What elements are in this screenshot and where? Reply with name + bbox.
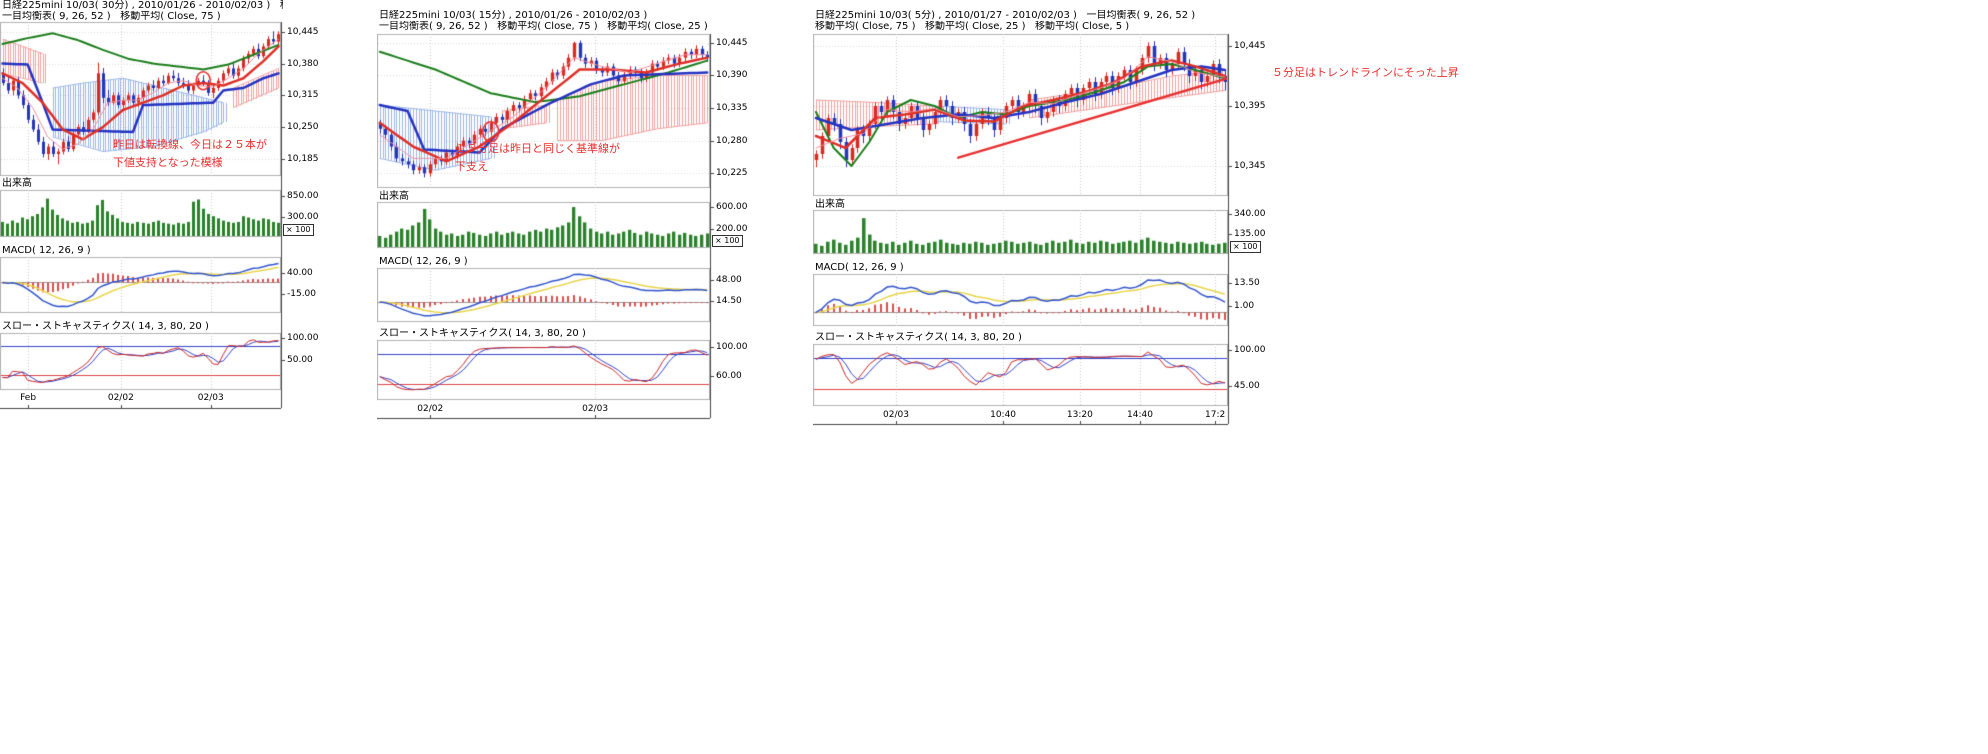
- volume-section-label: 出来高: [379, 191, 409, 202]
- macd-tick-label: 13.50: [1234, 278, 1260, 289]
- volume-tick-label: 300.00: [287, 212, 319, 223]
- chart-title: 日経225mini 10/03( 30分) , 2010/01/26 - 201…: [2, 0, 283, 11]
- stoch-tick-label: 100.00: [1234, 345, 1266, 356]
- volume-section-label: 出来高: [2, 178, 32, 189]
- macd-tick-label: 14.50: [716, 296, 742, 307]
- stoch-tick-label: 45.00: [1234, 381, 1260, 392]
- chart-title: 日経225mini 10/03( 5分) , 2010/01/27 - 2010…: [815, 10, 1196, 21]
- x-axis-label: 02/03: [582, 404, 609, 414]
- indicator-legend: 移動平均( Close, 75 ) 移動平均( Close, 25 ) 移動平均…: [815, 21, 1130, 32]
- indicator-legend: 一目均衡表( 9, 26, 52 ) 移動平均( Close, 75 ): [2, 11, 221, 22]
- price-tick-label: 10,225: [716, 168, 748, 179]
- volume-tick-label: 850.00: [287, 191, 319, 202]
- analyst-annotation: １５分足は昨日と同じく基準線が 下支え: [455, 140, 620, 175]
- analyst-annotation-side: ５分足はトレンドラインにそった上昇: [1272, 66, 1459, 79]
- price-tick-label: 10,335: [716, 103, 748, 114]
- macd-tick-label: -15.00: [287, 288, 317, 299]
- macd-section-label: MACD( 12, 26, 9 ): [2, 245, 91, 256]
- volume-section-label: 出来高: [815, 199, 845, 210]
- x-axis-label: 02/03: [197, 393, 224, 403]
- x-axis-label: Feb: [20, 393, 37, 403]
- stoch-section-label: スロー・ストキャスティクス( 14, 3, 80, 20 ): [2, 321, 209, 332]
- indicator-legend: 一目均衡表( 9, 26, 52 ) 移動平均( Close, 75 ) 移動平…: [379, 21, 708, 32]
- chart-canvas-5min[interactable]: [813, 8, 1271, 426]
- volume-tick-label: 200.00: [716, 223, 748, 234]
- price-tick-label: 10,185: [287, 153, 319, 164]
- stoch-section-label: スロー・ストキャスティクス( 14, 3, 80, 20 ): [815, 332, 1022, 343]
- price-tick-label: 10,280: [716, 135, 748, 146]
- chart-title: 日経225mini 10/03( 15分) , 2010/01/26 - 201…: [379, 10, 648, 21]
- x-axis-label: 17:2: [1205, 410, 1226, 420]
- annotation-line: 下支え: [455, 159, 488, 173]
- annotation-line: １５分足は昨日と同じく基準線が: [455, 142, 620, 155]
- chart-canvas-15min[interactable]: [377, 8, 747, 422]
- x-axis-label: 13:20: [1066, 410, 1093, 420]
- stoch-tick-label: 100.00: [287, 332, 319, 343]
- x-axis-label: 02/02: [417, 404, 444, 414]
- price-tick-label: 10,315: [287, 90, 319, 101]
- x-axis-label: 02/03: [883, 410, 909, 420]
- macd-tick-label: 40.00: [287, 267, 313, 278]
- price-tick-label: 10,390: [716, 70, 748, 81]
- chart-panel-5min: 日経225mini 10/03( 5分) , 2010/01/27 - 2010…: [813, 8, 1271, 426]
- macd-section-label: MACD( 12, 26, 9 ): [815, 262, 904, 273]
- macd-section-label: MACD( 12, 26, 9 ): [379, 256, 468, 267]
- macd-tick-label: 48.00: [716, 274, 742, 285]
- x-axis-label: 02/02: [107, 393, 134, 403]
- volume-multiplier-badge: × 100: [283, 224, 314, 236]
- annotation-line: 下値支持となった模様: [113, 155, 223, 169]
- volume-tick-label: 340.00: [1234, 209, 1266, 220]
- price-tick-label: 10,395: [1234, 101, 1266, 111]
- price-tick-label: 10,445: [1234, 41, 1266, 51]
- macd-tick-label: 1.00: [1234, 301, 1255, 312]
- analyst-annotation: 昨日は転換線、今日は２５本が 下値支持となった模様: [113, 136, 267, 171]
- volume-tick-label: 600.00: [716, 201, 748, 212]
- volume-multiplier-badge: × 100: [712, 235, 743, 247]
- chart-panel-15min: 日経225mini 10/03( 15分) , 2010/01/26 - 201…: [377, 8, 748, 422]
- stoch-tick-label: 60.00: [716, 371, 742, 381]
- stoch-section-label: スロー・ストキャスティクス( 14, 3, 80, 20 ): [379, 328, 586, 339]
- price-tick-label: 10,345: [1234, 161, 1266, 171]
- x-axis-label: 10:40: [990, 410, 1017, 420]
- volume-tick-label: 135.00: [1234, 229, 1266, 240]
- stoch-tick-label: 100.00: [716, 342, 748, 353]
- annotation-line: 昨日は転換線、今日は２５本が: [113, 138, 267, 151]
- volume-multiplier-badge: × 100: [1230, 241, 1261, 253]
- price-tick-label: 10,445: [716, 37, 748, 48]
- x-axis-label: 14:40: [1127, 410, 1153, 420]
- price-tick-label: 10,380: [287, 58, 319, 69]
- chart-canvas-30min[interactable]: [0, 0, 318, 410]
- price-tick-label: 10,445: [287, 26, 319, 37]
- chart-panel-30min: 日経225mini 10/03( 30分) , 2010/01/26 - 201…: [0, 0, 319, 410]
- price-tick-label: 10,250: [287, 122, 319, 133]
- stoch-tick-label: 50.00: [287, 355, 313, 366]
